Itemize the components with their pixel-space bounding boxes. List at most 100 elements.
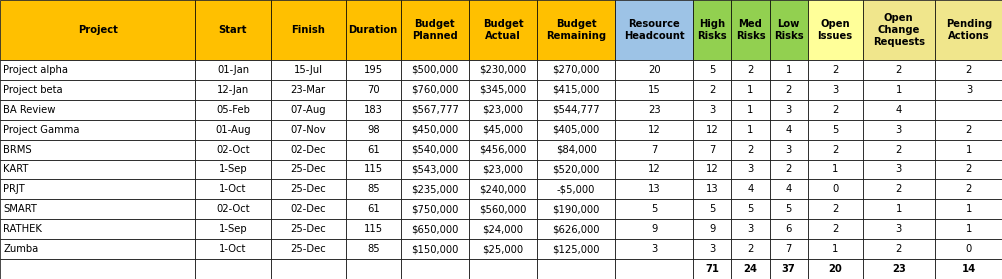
Text: 3: 3 bbox=[785, 145, 791, 155]
Bar bbox=[469, 100, 536, 120]
Bar bbox=[195, 160, 271, 179]
Text: 1-Oct: 1-Oct bbox=[219, 184, 246, 194]
Bar bbox=[934, 80, 1002, 100]
Text: 12: 12 bbox=[705, 125, 718, 135]
Text: 3: 3 bbox=[965, 85, 971, 95]
Bar bbox=[934, 60, 1002, 80]
Text: 2: 2 bbox=[895, 244, 901, 254]
Bar bbox=[469, 239, 536, 259]
Bar bbox=[730, 219, 769, 239]
Bar bbox=[807, 120, 862, 140]
Text: RATHEK: RATHEK bbox=[3, 224, 42, 234]
Bar bbox=[769, 160, 807, 179]
Text: 4: 4 bbox=[785, 184, 791, 194]
Text: 1: 1 bbox=[785, 65, 791, 75]
Text: $25,000: $25,000 bbox=[482, 244, 523, 254]
Bar bbox=[536, 179, 614, 199]
Text: 1-Sep: 1-Sep bbox=[218, 224, 247, 234]
Bar bbox=[346, 80, 401, 100]
Bar bbox=[271, 259, 346, 279]
Bar bbox=[692, 199, 730, 219]
Bar bbox=[769, 179, 807, 199]
Text: 3: 3 bbox=[708, 244, 714, 254]
Text: 70: 70 bbox=[367, 85, 379, 95]
Text: $500,000: $500,000 bbox=[411, 65, 458, 75]
Text: 25-Dec: 25-Dec bbox=[290, 184, 326, 194]
Text: $270,000: $270,000 bbox=[552, 65, 599, 75]
Text: 12: 12 bbox=[647, 125, 660, 135]
Bar bbox=[271, 199, 346, 219]
Text: 1: 1 bbox=[746, 85, 753, 95]
Bar bbox=[195, 259, 271, 279]
Bar bbox=[469, 80, 536, 100]
Text: $345,000: $345,000 bbox=[479, 85, 526, 95]
Text: 1: 1 bbox=[746, 125, 753, 135]
Bar bbox=[807, 60, 862, 80]
Text: 02-Oct: 02-Oct bbox=[216, 145, 249, 155]
Bar bbox=[0, 239, 195, 259]
Bar bbox=[401, 160, 469, 179]
Text: Low
Risks: Low Risks bbox=[773, 19, 803, 41]
Text: 1: 1 bbox=[895, 85, 901, 95]
Bar bbox=[0, 179, 195, 199]
Bar bbox=[469, 60, 536, 80]
Bar bbox=[807, 219, 862, 239]
Text: 4: 4 bbox=[746, 184, 753, 194]
Bar bbox=[934, 100, 1002, 120]
Text: 23-Mar: 23-Mar bbox=[291, 85, 326, 95]
Bar bbox=[0, 80, 195, 100]
Bar bbox=[730, 100, 769, 120]
Text: 2: 2 bbox=[708, 85, 714, 95]
Bar bbox=[807, 0, 862, 60]
Bar bbox=[271, 60, 346, 80]
Bar bbox=[195, 199, 271, 219]
Text: 4: 4 bbox=[895, 105, 901, 115]
Bar bbox=[692, 140, 730, 160]
Text: $125,000: $125,000 bbox=[552, 244, 599, 254]
Bar bbox=[807, 80, 862, 100]
Text: 85: 85 bbox=[367, 244, 379, 254]
Text: 2: 2 bbox=[831, 105, 838, 115]
Text: 15: 15 bbox=[647, 85, 660, 95]
Bar bbox=[346, 60, 401, 80]
Text: $23,000: $23,000 bbox=[482, 105, 523, 115]
Bar bbox=[346, 120, 401, 140]
Text: 3: 3 bbox=[895, 165, 901, 174]
Bar bbox=[614, 0, 692, 60]
Text: BRMS: BRMS bbox=[3, 145, 32, 155]
Bar bbox=[536, 199, 614, 219]
Bar bbox=[0, 60, 195, 80]
Bar bbox=[614, 80, 692, 100]
Bar bbox=[469, 140, 536, 160]
Text: 2: 2 bbox=[895, 184, 901, 194]
Text: Project: Project bbox=[78, 25, 117, 35]
Text: $24,000: $24,000 bbox=[482, 224, 523, 234]
Text: 5: 5 bbox=[708, 65, 714, 75]
Text: 2: 2 bbox=[965, 184, 971, 194]
Text: 61: 61 bbox=[367, 204, 379, 214]
Bar bbox=[401, 120, 469, 140]
Bar bbox=[862, 219, 934, 239]
Bar bbox=[271, 140, 346, 160]
Text: 2: 2 bbox=[895, 65, 901, 75]
Bar bbox=[934, 140, 1002, 160]
Text: $560,000: $560,000 bbox=[479, 204, 526, 214]
Text: $190,000: $190,000 bbox=[552, 204, 599, 214]
Bar bbox=[469, 259, 536, 279]
Text: $750,000: $750,000 bbox=[411, 204, 458, 214]
Text: 98: 98 bbox=[367, 125, 379, 135]
Bar bbox=[401, 100, 469, 120]
Bar bbox=[346, 199, 401, 219]
Text: $405,000: $405,000 bbox=[552, 125, 599, 135]
Bar bbox=[862, 239, 934, 259]
Text: 20: 20 bbox=[647, 65, 660, 75]
Text: 20: 20 bbox=[828, 264, 842, 274]
Text: $23,000: $23,000 bbox=[482, 165, 523, 174]
Bar bbox=[346, 0, 401, 60]
Bar bbox=[769, 120, 807, 140]
Bar bbox=[807, 160, 862, 179]
Text: 24: 24 bbox=[742, 264, 757, 274]
Text: 23: 23 bbox=[891, 264, 905, 274]
Bar bbox=[536, 80, 614, 100]
Text: 02-Dec: 02-Dec bbox=[290, 145, 326, 155]
